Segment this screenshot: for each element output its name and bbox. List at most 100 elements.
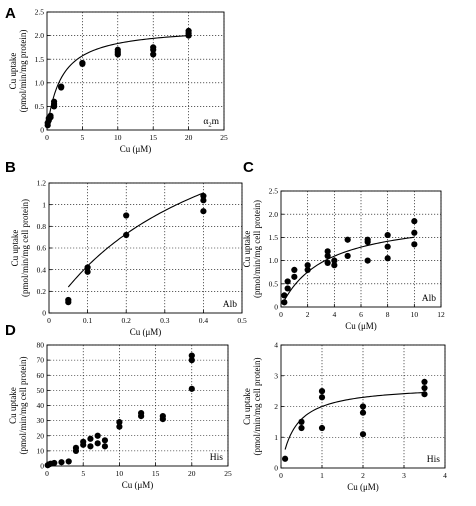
fit-curve (67, 192, 204, 288)
x-tick-label: 4 (332, 310, 336, 319)
y-axis-label: Cu uptake(pmol/min/mg protein) (8, 30, 28, 113)
data-point (72, 444, 80, 451)
data-point (200, 192, 207, 200)
y-tick-label: 0.8 (37, 222, 47, 231)
y-tick-label: 60 (37, 371, 45, 380)
y-axis-label: Cu uptake(pmol/min/mg cell protein) (10, 199, 30, 297)
data-point (384, 231, 391, 239)
data-point (281, 299, 288, 306)
y-tick-label: 0 (274, 464, 278, 473)
data-point (304, 262, 311, 269)
x-tick-label: 5 (81, 133, 85, 142)
data-point (188, 357, 195, 364)
y-tick-label: 20 (37, 431, 45, 440)
y-tick-label: 2.5 (35, 8, 45, 17)
data-point (58, 459, 65, 466)
data-point (101, 437, 109, 444)
data-point (281, 292, 288, 299)
x-tick-label: 0 (279, 471, 283, 480)
data-point (318, 424, 326, 432)
chart-panel-c: 0 2 4 6 8 10 12 0 0.5 1.0 1.5 2.0 2.5 Cu (μM) Cu uptak… (242, 159, 445, 331)
chart-panel-e: 0 1 2 3 4 0 1 2 3 4 Cu (μM) Cu uptake(pmol/min/mg c… (242, 341, 447, 492)
y-axis-label: Cu uptake(pmol/min/mg cell protein) (242, 200, 262, 298)
data-point (65, 458, 72, 465)
y-tick-label: 2.5 (269, 187, 279, 196)
x-tick-label: 1 (320, 471, 324, 480)
y-tick-label: 2.0 (35, 31, 45, 40)
data-point (359, 431, 367, 438)
data-point (51, 459, 58, 467)
data-point (291, 273, 298, 280)
x-axis-label: Cu (μM) (130, 327, 162, 337)
y-tick-label: 40 (37, 401, 45, 410)
data-point (94, 440, 101, 447)
fit-curve (284, 391, 425, 450)
x-tick-label: 3 (402, 471, 406, 480)
data-point (364, 236, 371, 243)
x-tick-label: 0.1 (83, 316, 93, 325)
panel-letter: C (243, 159, 254, 176)
data-point (150, 51, 157, 58)
data-point (411, 229, 418, 236)
x-axis-label: Cu (μM) (347, 482, 379, 492)
inset-label: Alb (422, 294, 437, 304)
data-point (324, 252, 331, 260)
data-point (359, 403, 367, 410)
data-point (298, 418, 305, 425)
y-tick-label: 0 (40, 126, 44, 135)
data-point (87, 443, 94, 450)
x-tick-label: 0.2 (122, 316, 132, 325)
data-point (84, 268, 91, 275)
data-point (200, 208, 207, 215)
data-point (291, 266, 298, 273)
y-tick-label: 0.2 (37, 287, 47, 296)
plot-frame (46, 11, 225, 131)
y-tick-label: 2.0 (269, 210, 279, 219)
data-point (159, 412, 166, 420)
y-tick-label: 10 (37, 446, 45, 455)
y-tick-label: 0.6 (37, 244, 47, 253)
data-point (324, 259, 331, 267)
inset-label: Alb (223, 300, 238, 310)
data-point (116, 423, 123, 430)
data-point (318, 388, 326, 395)
y-tick-label: 2 (274, 402, 278, 411)
panel-letter: B (5, 159, 16, 176)
data-point (282, 455, 289, 462)
fit-curve (283, 236, 415, 301)
y-tick-label: 0 (42, 309, 46, 318)
y-tick-label: 70 (37, 356, 45, 365)
y-tick-label: 1.2 (37, 179, 47, 188)
x-tick-label: 0 (45, 469, 49, 478)
data-point (421, 378, 428, 385)
data-point (411, 241, 418, 248)
chart-panel-b: 0 0.1 0.2 0.3 0.4 0.5 0 0.2 0.4 0.6 0.8 1 1.2 Cu (μM)… (5, 159, 247, 337)
data-point (101, 443, 109, 450)
data-point (421, 391, 428, 398)
x-tick-label: 4 (443, 471, 447, 480)
y-axis-label: Cu uptake(pmol/min/mg cell protein) (8, 357, 28, 455)
data-point (150, 44, 157, 51)
y-tick-label: 1 (274, 433, 278, 442)
x-tick-label: 0 (279, 310, 283, 319)
data-point (304, 266, 311, 273)
panel-letter: D (5, 322, 16, 339)
x-tick-label: 0.5 (237, 316, 247, 325)
y-tick-label: 0 (274, 303, 278, 312)
x-tick-label: 20 (188, 469, 196, 478)
data-point (298, 424, 305, 432)
x-tick-label: 15 (149, 133, 157, 142)
y-tick-label: 0.5 (269, 279, 279, 288)
data-point (87, 435, 94, 442)
x-tick-label: 10 (116, 469, 124, 478)
data-point (344, 236, 351, 243)
chart-panel-a: 0 5 10 15 20 25 0 0.5 1.0 1.5 2.0 2.5 Cu (μM) Cu upta… (5, 5, 228, 154)
data-point (185, 27, 192, 34)
inset-label: His (210, 453, 224, 463)
data-point (188, 385, 195, 392)
panel-letter: A (5, 5, 16, 22)
y-tick-label: 0.5 (35, 102, 45, 111)
data-point (47, 112, 54, 119)
y-tick-label: 30 (37, 416, 45, 425)
